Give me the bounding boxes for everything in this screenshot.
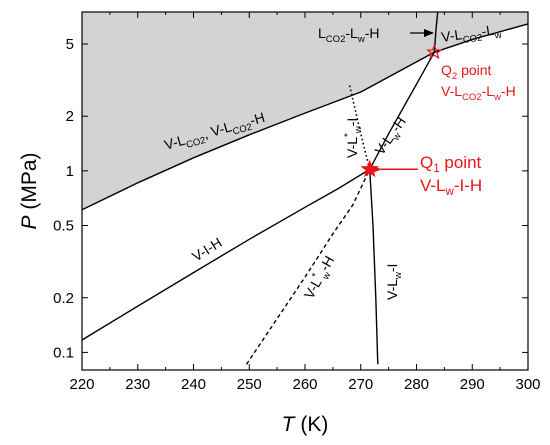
point-q1-star-icon [360,159,379,178]
y-axis-unit: (MPa) [18,152,41,215]
label-v-lw-i: V-Lw-I [384,264,404,300]
label-v-lwstar-h-part: -H [316,253,337,274]
x-axis-title: T (K) [282,413,329,436]
label-q1-phases-part: V-L [420,176,446,195]
point-layer [360,43,443,178]
curve-v-lco2-v-lco2-h [82,23,528,211]
label-v-lwstar-i-part: V-L [344,137,360,158]
x-axis-symbol: T [282,413,297,436]
label-q2-point-part: Q [441,62,452,78]
label-v-lco2-lw-part: w [493,30,502,42]
label-v-lco2-lw-part: V-L [440,26,463,45]
label-q1-point-part: 1 [433,163,439,175]
label-v-lco2-v-lco2-h-part: , V-L [201,118,233,141]
label-q2-phases-part: w [493,92,501,103]
y-tick-label: 1 [66,163,74,180]
label-lco2-lw-h-part: CO2 [326,34,346,45]
label-q1-point: Q1 point [420,153,482,175]
label-q2-phases: V-LCO2-Lw-H [441,83,516,103]
x-axis-unit: (K) [295,413,329,436]
point-q2-star-icon [426,43,443,60]
x-tick-label: 220 [69,376,94,393]
x-tick-label: 260 [292,376,317,393]
curve-layer [82,12,528,365]
x-tick-label: 250 [237,376,262,393]
label-q1-phases-part: -I-H [454,176,482,195]
y-tick-label: 0.2 [53,290,74,307]
curve-v-lwstar-h [245,169,371,365]
label-v-lwstar-h-part: * [310,271,322,280]
x-tick-label: 230 [125,376,150,393]
label-q2-point-part: point [457,62,491,78]
label-q2-point: Q2 point [441,62,492,82]
y-axis-symbol: P [18,215,41,229]
label-v-lco2-v-lco2-h-part: CO2 [232,122,254,138]
y-tick-label: 5 [66,36,74,53]
y-axis-title: P (MPa) [18,152,41,229]
label-v-lw-i-part: V-L [384,279,400,300]
label-q1-point-part: point [440,153,482,172]
label-q2-phases-part: CO2 [462,92,482,103]
label-lco2-lw-h-part: -H [365,25,380,41]
label-q1-phases-part: w [445,186,455,198]
label-lco2-lw-h-part: L [318,25,326,41]
curve-v-i-h [82,168,371,341]
label-v-lco2-v-lco2-h-part: -H [248,109,267,128]
x-tick-label: 280 [404,376,429,393]
label-q2-phases-part: -L [482,83,495,99]
label-lco2-lw-h: LCO2-Lw-H [318,25,379,45]
curve-v-lw-i [369,169,379,365]
y-tick-label: 0.5 [53,218,74,235]
label-v-lco2-lw-part: CO2 [462,32,483,46]
label-v-lco2-v-lco2-h-part: CO2 [185,135,207,151]
y-tick-label: 2 [66,108,74,125]
annotation-layer: V-I-HV-LCO2, V-LCO2-HV-Lw-HV-Lw-IV-L*w-I… [162,21,516,302]
label-q1-point-part: Q [420,153,433,172]
x-tick-label: 240 [181,376,206,393]
label-v-lw-i-part: w [393,272,404,280]
label-v-lco2-v-lco2-h: V-LCO2, V-LCO2-H [162,109,267,157]
y-tick-label: 0.1 [53,344,74,361]
label-v-lwstar-i-part: w [353,126,364,134]
label-q2-phases-part: -H [501,83,516,99]
curve-lco2-lw-h [433,12,439,53]
x-axis: 220 230 240 250 260 270 280 290 300 [69,12,541,393]
label-lco2-lw-h-part: -L [345,25,358,41]
label-q2-phases-part: V-L [441,83,462,99]
label-lco2-lw-h-part: w [357,34,365,45]
x-tick-label: 300 [515,376,540,393]
x-tick-label: 290 [460,376,485,393]
x-tick-label: 270 [348,376,373,393]
label-v-lwstar-i: V-L*w-I [343,118,364,158]
label-v-lco2-lw: V-LCO2-Lw [440,21,502,49]
y-axis: 0.1 0.2 0.5 1 2 5 [53,36,528,361]
label-v-lwstar-i-part: * [343,133,354,137]
curve-v-lw-h [369,51,435,170]
label-q2-point-part: 2 [452,71,457,82]
label-v-lco2-v-lco2-h-part: V-L [162,132,187,153]
label-v-lw-i-part: -I [384,264,400,273]
label-v-lco2-lw-part: -L [480,22,495,40]
label-q1-phases: V-Lw-I-H [420,176,482,198]
label-v-lwstar-i-part: -I [344,118,360,127]
